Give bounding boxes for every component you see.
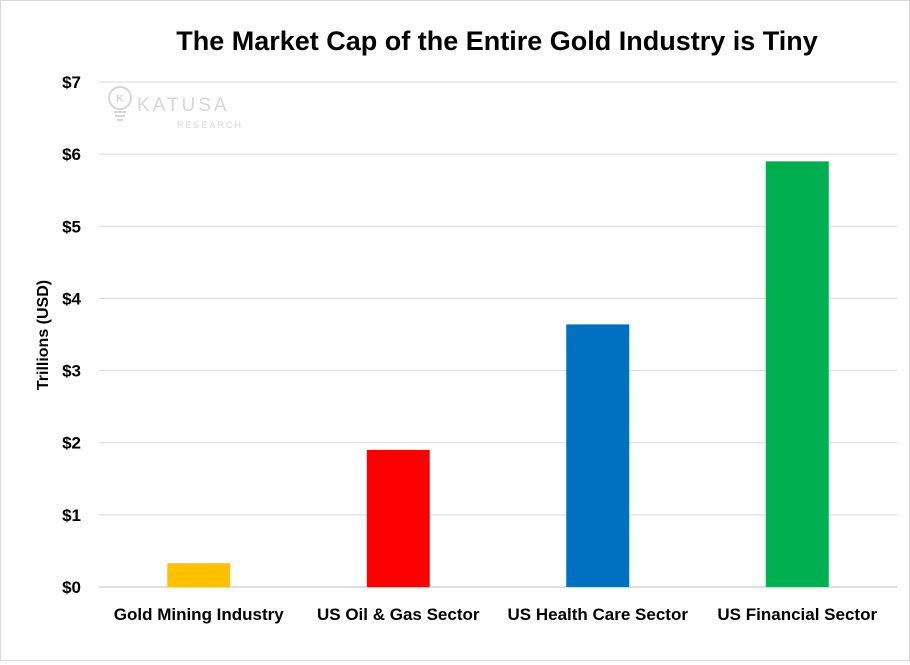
x-tick-label: Gold Mining Industry <box>114 605 285 624</box>
watermark-brand: KATUSA <box>137 95 230 116</box>
y-tick-label: $3 <box>62 362 81 381</box>
svg-text:K: K <box>116 93 124 105</box>
x-tick-label: US Financial Sector <box>717 605 877 624</box>
y-tick-label: $6 <box>62 145 81 164</box>
chart-title: The Market Cap of the Entire Gold Indust… <box>176 26 818 56</box>
bar <box>765 161 829 587</box>
x-tick-label: US Health Care Sector <box>508 605 689 624</box>
lightbulb-icon: K <box>108 86 132 121</box>
bar <box>366 449 430 587</box>
y-axis-label: Trillions (USD) <box>35 280 52 390</box>
y-axis-ticks: $0 $1 $2 $3 $4 $5 $6 $7 <box>62 73 81 597</box>
y-tick-label: $1 <box>62 506 81 525</box>
gridlines <box>99 81 897 588</box>
x-tick-label: US Oil & Gas Sector <box>317 605 480 624</box>
bar <box>566 324 630 587</box>
watermark-sub: RESEARCH <box>177 120 243 130</box>
katusa-watermark: K KATUSA RESEARCH <box>108 86 243 130</box>
y-tick-label: $7 <box>62 73 81 92</box>
y-tick-label: $2 <box>62 434 81 453</box>
x-axis-ticks: Gold Mining Industry US Oil & Gas Sector U… <box>114 605 878 624</box>
bar <box>167 563 231 587</box>
y-tick-label: $4 <box>62 289 81 308</box>
bars <box>167 161 829 587</box>
y-tick-label: $5 <box>62 217 81 236</box>
y-tick-label: $0 <box>62 578 81 597</box>
